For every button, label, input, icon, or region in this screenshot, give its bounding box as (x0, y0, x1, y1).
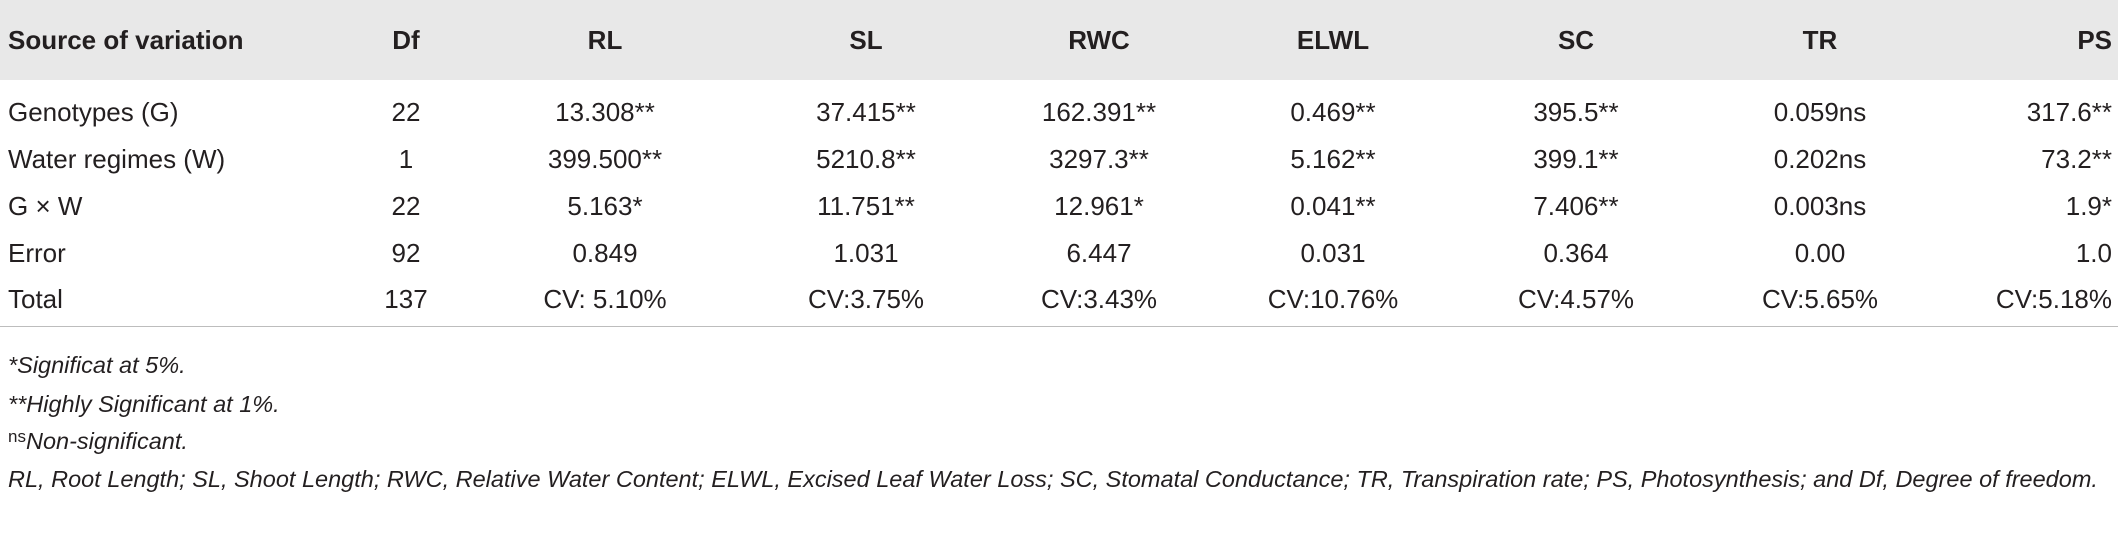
table-cell: 0.003ns (1773, 191, 1867, 221)
table-cell: 395.5** (1533, 97, 1619, 127)
table-cell: 0.469** (1290, 97, 1376, 127)
row-label: Total (8, 284, 63, 314)
footnote-text: **Highly Significant at 1%. (8, 391, 280, 417)
table-cell: CV:4.57% (1517, 284, 1635, 314)
table-cell: 12.961* (1054, 191, 1144, 221)
table-cell: 317.6** (2026, 97, 2112, 127)
table-cell: 3297.3** (1049, 144, 1149, 174)
footnote: **Highly Significant at 1%. (8, 386, 2108, 423)
table-cell: CV:10.76% (1267, 284, 1399, 314)
footnote: nsNon-significant. (8, 423, 2108, 460)
column-header: RL (587, 25, 623, 55)
table-cell: 399.500** (547, 144, 663, 174)
table-cell: 5.162** (1290, 144, 1376, 174)
table-cell: CV:3.75% (807, 284, 925, 314)
footnote-text: *Significat at 5%. (8, 352, 186, 378)
footnote-text: RL, Root Length; SL, Shoot Length; RWC, … (8, 466, 2098, 492)
table-cell: 13.308** (555, 97, 655, 127)
table-cell: 1.9* (2065, 191, 2112, 221)
table-cell: 7.406** (1533, 191, 1619, 221)
table-cell: 92 (391, 238, 421, 268)
column-header: PS (2077, 25, 2112, 55)
table-cell: CV:5.65% (1761, 284, 1879, 314)
table-cell: 0.202ns (1773, 144, 1867, 174)
table-cell: 1.031 (833, 238, 899, 268)
row-label: Error (8, 238, 66, 268)
footnote: *Significat at 5%. (8, 347, 2108, 384)
table-cell: CV:3.43% (1040, 284, 1158, 314)
table-cell: 11.751** (817, 191, 915, 221)
table-cell: 137 (384, 284, 428, 314)
row-label: Genotypes (G) (8, 97, 179, 127)
column-header: SC (1557, 25, 1595, 55)
table-cell: 5210.8** (816, 144, 916, 174)
table-cell: 0.059ns (1773, 97, 1867, 127)
column-header: Df (392, 25, 420, 55)
footnote-superscript: ns (8, 427, 26, 446)
table-cell: CV:5.18% (1995, 284, 2112, 314)
table-cell: 37.415** (816, 97, 916, 127)
table-cell: 0.041** (1290, 191, 1376, 221)
table-cell: 73.2** (2041, 144, 2112, 174)
table-cell: 22 (391, 97, 421, 127)
table-cell: 0.00 (1794, 238, 1846, 268)
table-cell: 0.849 (572, 238, 638, 268)
table-cell: 0.364 (1543, 238, 1609, 268)
footnote: RL, Root Length; SL, Shoot Length; RWC, … (8, 461, 2108, 498)
column-header: TR (1802, 25, 1838, 55)
table-cell: 0.031 (1300, 238, 1366, 268)
column-header: RWC (1068, 25, 1130, 55)
table-cell: 22 (391, 191, 421, 221)
table-cell: 1.0 (2075, 238, 2112, 268)
table-cell: 1 (398, 144, 414, 174)
table-cell: 6.447 (1066, 238, 1132, 268)
table-cell: 399.1** (1533, 144, 1619, 174)
table-cell: 162.391** (1041, 97, 1157, 127)
table-cell: 5.163* (567, 191, 643, 221)
row-label: Water regimes (W) (8, 144, 226, 174)
table-cell: CV: 5.10% (543, 284, 667, 314)
row-label: G × W (8, 191, 83, 221)
table-rule (0, 326, 2118, 327)
column-header: SL (849, 25, 883, 55)
column-header: Source of variation (8, 25, 244, 55)
column-header: ELWL (1296, 25, 1370, 55)
header-band (0, 0, 2118, 80)
footnote-text: Non-significant. (25, 428, 188, 454)
